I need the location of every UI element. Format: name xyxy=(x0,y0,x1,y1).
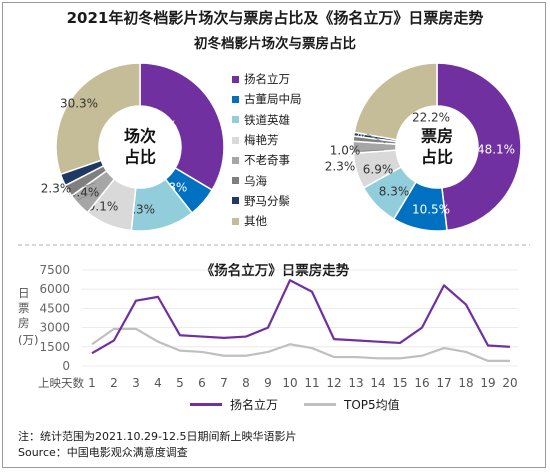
legend-item: 乌海 xyxy=(232,170,302,190)
legend-item: 古董局中局 xyxy=(232,89,302,109)
line-legend: 扬名立万 TOP5均值 xyxy=(190,396,426,413)
legend-swatch xyxy=(232,95,239,103)
leader-line xyxy=(77,182,96,189)
x-tick-label: 16 xyxy=(414,376,429,390)
y-axis-label-char: (万) xyxy=(18,333,39,347)
leader-line xyxy=(366,133,386,144)
line-legend-item: 扬名立万 xyxy=(190,396,278,413)
slice-label: 48.1% xyxy=(477,143,515,157)
legend-swatch xyxy=(232,75,239,83)
x-tick-label: 2 xyxy=(110,376,118,390)
donut-slice xyxy=(353,62,438,141)
legend-label: 不老奇事 xyxy=(244,153,290,168)
slice-label: 2.3% xyxy=(41,182,72,196)
legend-item: 其他 xyxy=(232,211,302,231)
x-tick-label: 19 xyxy=(480,376,495,390)
slice-label: 2.3% xyxy=(43,196,74,210)
note-scope: 注：统计范围为2021.10.29-12.5日期间新上映华语影片 xyxy=(18,430,297,443)
donut-slice xyxy=(139,62,225,192)
x-tick-label: 11 xyxy=(304,376,319,390)
slice-label: 10.5% xyxy=(412,203,450,217)
y-axis-label-char: 房 xyxy=(18,316,30,330)
x-tick-label: 3 xyxy=(132,376,140,390)
y-tick-label: 7500 xyxy=(39,263,70,277)
slice-label: 33.6% xyxy=(139,119,177,133)
legend-swatch xyxy=(232,197,239,205)
legend-item: 不老奇事 xyxy=(232,150,302,170)
donut-center-label: 场次 xyxy=(124,127,156,146)
x-tick-label: 20 xyxy=(502,376,517,390)
slice-label: 6.9% xyxy=(363,163,394,177)
donut-slice xyxy=(55,62,141,176)
series-line xyxy=(91,279,511,355)
legend-label: 扬名立万 xyxy=(230,398,279,412)
legend-label: 其他 xyxy=(244,214,267,229)
y-axis-label-char: 票 xyxy=(18,301,30,315)
line-chart-title: 《扬名立万》日票房走势 xyxy=(200,263,350,279)
slice-label: 22.2% xyxy=(412,111,450,125)
slice-label: 2.3% xyxy=(325,160,356,174)
x-tick-label: 18 xyxy=(458,376,473,390)
legend-label: TOP5均值 xyxy=(344,398,400,412)
chart-title: 2021年初冬档影片场次与票房占比及《扬名立万》日票房走势 xyxy=(66,9,484,27)
slice-label: 30.3% xyxy=(60,97,98,111)
legend-item: 野马分鬃 xyxy=(232,191,302,211)
donut-legend: 扬名立万古董局中局铁道英雄梅艳芳不老奇事乌海野马分鬃其他 xyxy=(232,69,302,231)
x-tick-label: 10 xyxy=(282,376,297,390)
note-source: Source：中国电影观众满意度调查 xyxy=(18,446,188,459)
leader-line xyxy=(361,149,385,152)
legend-label: 古董局中局 xyxy=(244,92,302,107)
chart-frame xyxy=(2,2,546,468)
x-tick-label: 12 xyxy=(326,376,341,390)
y-tick-label: 4500 xyxy=(39,301,70,315)
legend-label: 梅艳芳 xyxy=(244,133,279,148)
x-tick-label: 13 xyxy=(348,376,363,390)
y-tick-label: 0 xyxy=(62,359,70,373)
x-tick-label: 5 xyxy=(176,376,184,390)
donut-slice xyxy=(436,62,522,232)
legend-item: 铁道英雄 xyxy=(232,110,302,130)
donut-section-subtitle: 初冬档影片场次与票房占比 xyxy=(194,36,356,52)
donut-charts: 33.6%5.8%12.3%9.1%4.4%2.3%2.3%30.3%场次占比4… xyxy=(41,62,522,232)
legend-line-swatch xyxy=(190,403,222,406)
x-tick-label: 4 xyxy=(154,376,162,390)
y-tick-label: 6000 xyxy=(39,282,70,296)
legend-swatch xyxy=(232,217,239,225)
donut-center-label: 票房 xyxy=(421,127,453,146)
leader-line xyxy=(77,189,99,201)
line-legend-item: TOP5均值 xyxy=(304,396,400,413)
legend-label: 野马分鬃 xyxy=(244,193,290,208)
slice-label: 1.0% xyxy=(330,144,361,158)
y-tick-label: 3000 xyxy=(39,321,70,335)
legend-item: 梅艳芳 xyxy=(232,130,302,150)
x-tick-label: 1 xyxy=(88,376,96,390)
legend-label: 铁道英雄 xyxy=(244,112,290,127)
x-tick-label: 7 xyxy=(220,376,228,390)
legend-swatch xyxy=(232,116,239,124)
y-axis-label-char: 日 xyxy=(18,286,30,300)
footnotes: 注：统计范围为2021.10.29-12.5日期间新上映华语影片 Source：… xyxy=(18,429,296,461)
x-axis-label: 上映天数 xyxy=(38,376,84,390)
legend-item: 扬名立万 xyxy=(232,69,302,89)
legend-line-swatch xyxy=(304,403,337,406)
legend-swatch xyxy=(232,136,239,144)
legend-swatch xyxy=(232,177,239,185)
legend-label: 扬名立万 xyxy=(244,72,290,87)
x-tick-label: 9 xyxy=(264,376,272,390)
legend-swatch xyxy=(232,156,239,164)
donut-center-label: 占比 xyxy=(124,148,156,167)
x-tick-label: 14 xyxy=(370,376,385,390)
x-tick-label: 17 xyxy=(436,376,451,390)
x-tick-label: 6 xyxy=(198,376,206,390)
x-tick-label: 15 xyxy=(392,376,407,390)
y-tick-label: 1500 xyxy=(39,340,70,354)
slice-label: 8.3% xyxy=(379,185,410,199)
x-tick-label: 8 xyxy=(242,376,250,390)
legend-label: 乌海 xyxy=(244,173,267,188)
series-line xyxy=(91,327,510,362)
donut-center-label: 占比 xyxy=(421,148,453,167)
